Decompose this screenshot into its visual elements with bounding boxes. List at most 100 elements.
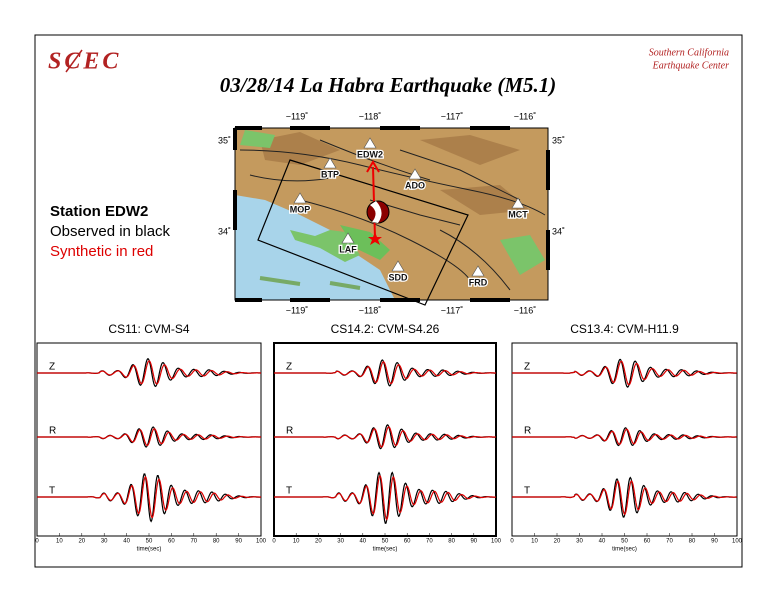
station-marker <box>511 197 525 209</box>
legend-observed: Observed in black <box>50 223 171 240</box>
x-tick-label: 60 <box>644 539 651 545</box>
synthetic-trace <box>37 360 261 385</box>
x-tick-label: 90 <box>470 539 477 545</box>
x-tick-label: 40 <box>599 539 606 545</box>
x-axis-label: time(sec) <box>373 547 398 553</box>
component-label: T <box>286 486 292 497</box>
x-tick-label: 80 <box>213 539 220 545</box>
x-tick-label: 0 <box>510 539 514 545</box>
map-lon-label: −118˚ <box>359 111 382 121</box>
station-label: BTP <box>321 169 339 179</box>
x-tick-label: 70 <box>666 539 673 545</box>
x-tick-label: 100 <box>256 539 267 545</box>
map-relief <box>260 132 530 215</box>
map-lon-label: −119˚ <box>286 111 309 121</box>
map-basin <box>340 225 390 260</box>
org-line: Earthquake Center <box>652 60 729 71</box>
station-label: EDW2 <box>357 149 383 159</box>
x-tick-label: 60 <box>404 539 411 545</box>
station-label: ADO <box>405 180 425 190</box>
fault-lines <box>239 139 546 291</box>
x-tick-label: 30 <box>576 539 583 545</box>
map-lon-label: −117˚ <box>441 111 464 121</box>
x-tick-label: 90 <box>235 539 242 545</box>
station-marker <box>341 232 355 244</box>
component-label: T <box>49 486 55 497</box>
x-tick-label: 100 <box>732 539 743 545</box>
x-tick-label: 80 <box>689 539 696 545</box>
map-lat-label: 35˚ <box>218 135 231 145</box>
component-label: Z <box>524 362 530 373</box>
x-tick-label: 10 <box>531 539 538 545</box>
x-tick-label: 20 <box>78 539 85 545</box>
synthetic-trace <box>274 475 496 521</box>
map-lon-label: −118˚ <box>359 305 382 315</box>
x-tick-label: 100 <box>491 539 502 545</box>
x-axis-label: time(sec) <box>137 547 162 553</box>
station-marker <box>323 157 337 169</box>
station-label: MCT <box>508 209 528 219</box>
synthetic-trace <box>37 475 262 519</box>
map-lat-label: 34˚ <box>552 226 565 236</box>
map-lat-label: 34˚ <box>218 226 231 236</box>
synthetic-trace <box>274 426 496 448</box>
panel-title: CS11: CVM-S4 <box>108 322 189 336</box>
synthetic-trace <box>512 480 737 516</box>
x-tick-label: 0 <box>272 539 276 545</box>
logo-slash <box>65 49 83 73</box>
x-tick-label: 70 <box>426 539 433 545</box>
x-tick-label: 10 <box>56 539 63 545</box>
model-region <box>257 159 469 306</box>
panel-title: CS13.4: CVM-H11.9 <box>570 322 679 336</box>
x-tick-label: 50 <box>146 539 153 545</box>
component-label: R <box>286 426 293 437</box>
legend-station: Station EDW2 <box>50 203 148 220</box>
map <box>233 126 550 306</box>
synthetic-trace <box>512 360 737 386</box>
x-axis-label: time(sec) <box>612 547 637 553</box>
synthetic-trace <box>274 361 496 385</box>
x-tick-label: 70 <box>190 539 197 545</box>
map-lon-label: −119˚ <box>286 305 309 315</box>
component-label: Z <box>286 362 292 373</box>
epicenter <box>368 232 382 245</box>
x-tick-label: 90 <box>711 539 718 545</box>
map-lowland <box>240 130 545 275</box>
component-label: T <box>524 486 530 497</box>
x-tick-label: 10 <box>293 539 300 545</box>
x-tick-label: 30 <box>101 539 108 545</box>
map-ocean <box>235 195 395 300</box>
component-label: R <box>524 426 531 437</box>
x-tick-label: 80 <box>448 539 455 545</box>
map-border-scale <box>233 126 550 302</box>
component-label: Z <box>49 362 55 373</box>
station-label: FRD <box>469 277 488 287</box>
station-label: LAF <box>339 244 357 254</box>
x-tick-label: 20 <box>315 539 322 545</box>
x-tick-label: 40 <box>123 539 130 545</box>
station-marker <box>363 137 377 149</box>
path-arrowhead <box>366 160 380 173</box>
x-tick-label: 60 <box>168 539 175 545</box>
x-tick-label: 50 <box>382 539 389 545</box>
station-marker <box>471 265 485 277</box>
map-lon-label: −117˚ <box>441 305 464 315</box>
beach-ball-quadrant <box>370 201 382 223</box>
map-labels: −119˚ −119˚ −118˚ −118˚ −117˚ −117˚ −116˚ −116˚… <box>218 111 565 315</box>
x-tick-label: 30 <box>337 539 344 545</box>
station-label: MOP <box>290 204 311 214</box>
x-tick-label: 50 <box>621 539 628 545</box>
station-marker <box>293 192 307 204</box>
map-basin <box>290 230 360 262</box>
map-lat-label: 35˚ <box>552 135 565 145</box>
station-label: SDD <box>388 272 408 282</box>
panel-title: CS14.2: CVM-S4.26 <box>331 322 440 336</box>
map-lon-label: −116˚ <box>514 111 537 121</box>
legend-synthetic: Synthetic in red <box>50 243 153 260</box>
org-line: Southern California <box>649 47 729 58</box>
map-lon-label: −116˚ <box>514 305 537 315</box>
x-tick-label: 0 <box>35 539 39 545</box>
x-tick-label: 40 <box>359 539 366 545</box>
